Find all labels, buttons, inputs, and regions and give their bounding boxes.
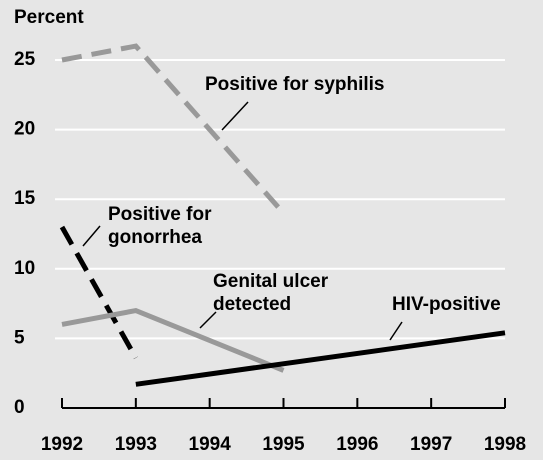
x-tick-label: 1996	[336, 434, 378, 455]
annotation: Genital ulcer	[213, 271, 329, 292]
annotation: HIV-positive	[392, 294, 501, 315]
series-line	[135, 330, 506, 387]
x-tick-label: 1995	[262, 434, 305, 455]
x-tick-label: 1998	[484, 434, 526, 455]
y-axis-label: Percent	[14, 7, 84, 28]
y-tick-label: 10	[14, 258, 35, 279]
x-tick-label: 1993	[115, 434, 157, 455]
y-tick-label: 25	[14, 49, 36, 70]
annotation: detected	[213, 294, 291, 315]
x-tick-label: 1992	[41, 434, 83, 455]
annotation: gonorrhea	[108, 227, 202, 248]
y-tick-label: 5	[14, 327, 25, 348]
x-tick-label: 1997	[410, 434, 452, 455]
leader-line	[199, 311, 217, 329]
leader-line	[221, 101, 249, 131]
annotation: Positive for	[108, 204, 212, 225]
y-tick-label: 0	[14, 397, 25, 418]
x-tick-label: 1994	[189, 434, 232, 455]
leader-line	[82, 225, 101, 247]
leader-line	[389, 321, 403, 341]
annotation: Positive for syphilis	[205, 74, 385, 95]
series-line	[61, 307, 285, 373]
series-line	[61, 43, 286, 215]
series-line	[59, 225, 139, 360]
y-tick-label: 15	[14, 188, 36, 209]
y-tick-label: 20	[14, 119, 35, 140]
